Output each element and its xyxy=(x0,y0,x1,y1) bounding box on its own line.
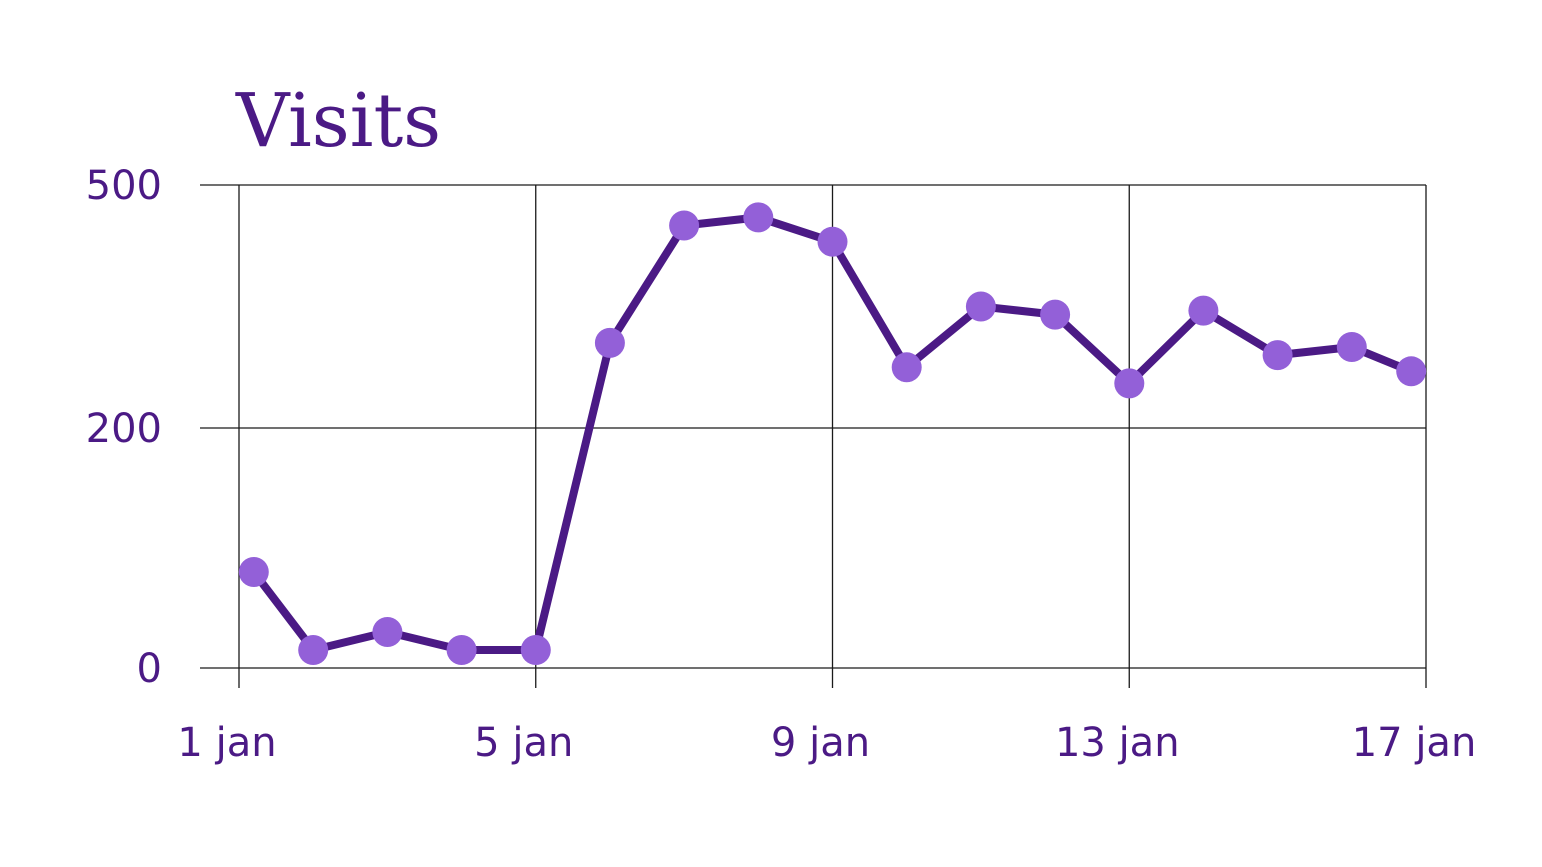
data-point xyxy=(1040,299,1071,330)
data-point xyxy=(1262,340,1293,371)
data-point xyxy=(669,210,700,241)
y-axis-tick-labels: 0 200 500 xyxy=(86,163,162,692)
data-point xyxy=(446,635,477,665)
y-tick-label: 0 xyxy=(137,646,162,692)
series-visits xyxy=(238,202,1427,665)
data-point xyxy=(520,635,551,665)
data-point xyxy=(298,635,329,665)
data-point xyxy=(891,352,922,383)
x-tick-label: 1 jan xyxy=(177,720,276,766)
data-point xyxy=(817,226,848,257)
x-tick-label: 5 jan xyxy=(474,720,573,766)
x-tick-label: 9 jan xyxy=(771,720,870,766)
data-point xyxy=(1336,332,1367,362)
chart-title: Visits xyxy=(235,78,441,164)
y-tick-label: 500 xyxy=(86,163,162,209)
grid-lines xyxy=(200,184,1427,688)
data-point xyxy=(965,291,996,322)
data-point xyxy=(594,327,625,358)
y-tick-label: 200 xyxy=(86,406,162,452)
data-point xyxy=(1114,368,1145,399)
data-point xyxy=(372,617,403,647)
x-tick-label: 13 jan xyxy=(1055,720,1180,766)
x-axis-tick-labels: 1 jan 5 jan 9 jan 13 jan 17 jan xyxy=(177,720,1476,766)
data-point xyxy=(238,557,269,587)
data-point xyxy=(743,202,774,233)
data-point xyxy=(1396,356,1427,387)
data-point xyxy=(1188,295,1219,326)
x-tick-label: 17 jan xyxy=(1352,720,1477,766)
